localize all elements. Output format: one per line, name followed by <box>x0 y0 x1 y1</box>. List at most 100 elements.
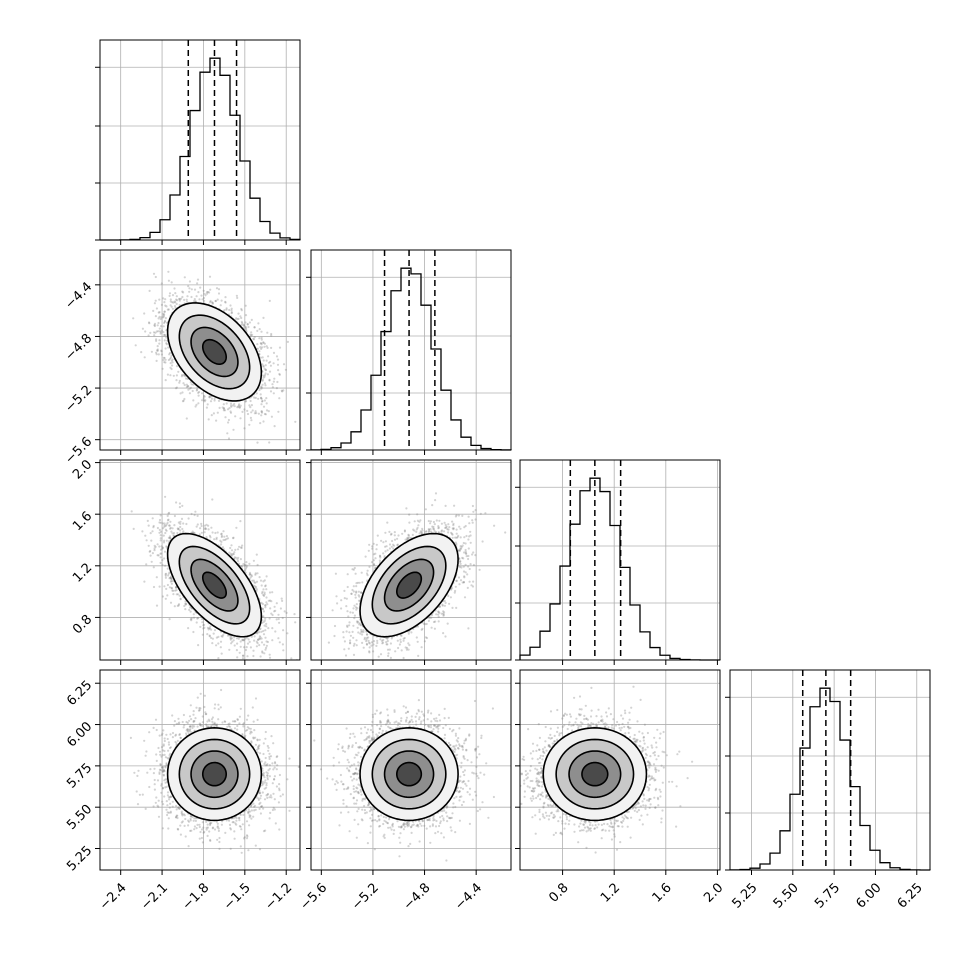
density-panel-p0-p2: 0.81.21.62.0 <box>70 457 301 665</box>
scatter-point <box>237 312 240 315</box>
scatter-point <box>171 361 174 364</box>
scatter-point <box>217 292 221 295</box>
scatter-point <box>164 361 167 364</box>
scatter-point <box>164 572 168 575</box>
scatter-point <box>185 383 188 386</box>
scatter-point <box>172 301 175 304</box>
scatter-point <box>208 395 211 398</box>
scatter-point <box>268 379 271 382</box>
scatter-point <box>231 404 235 407</box>
scatter-point <box>164 379 167 382</box>
scatter-point <box>232 428 235 431</box>
scatter-point <box>224 538 227 542</box>
scatter-point <box>244 400 247 403</box>
scatter-point <box>179 392 182 395</box>
scatter-point <box>164 304 167 307</box>
scatter-point <box>260 330 263 333</box>
scatter-point <box>195 403 198 406</box>
scatter-point <box>260 396 263 399</box>
scatter-point <box>175 386 178 389</box>
scatter-point <box>204 527 207 530</box>
scatter-point <box>175 302 178 306</box>
scatter-point <box>229 402 233 405</box>
scatter-point <box>159 317 162 321</box>
scatter-point <box>251 333 254 336</box>
scatter-point <box>258 388 261 392</box>
scatter-point <box>181 391 184 394</box>
scatter-point <box>230 552 233 556</box>
scatter-point <box>248 404 251 407</box>
scatter-point <box>187 388 190 391</box>
scatter-point <box>169 536 172 540</box>
scatter-point <box>210 397 213 400</box>
scatter-point <box>245 327 248 330</box>
scatter-point <box>211 301 214 304</box>
scatter-point <box>132 317 135 320</box>
scatter-point <box>238 403 241 406</box>
scatter-point <box>153 302 156 305</box>
scatter-point <box>227 421 230 424</box>
scatter-point <box>262 580 265 583</box>
scatter-point <box>203 399 206 402</box>
scatter-point <box>220 299 223 302</box>
y-tick-label: −4.8 <box>62 331 95 364</box>
scatter-point <box>153 324 156 328</box>
scatter-point <box>201 392 204 395</box>
scatter-point <box>218 406 221 409</box>
scatter-point <box>134 344 137 347</box>
scatter-point <box>158 327 161 330</box>
scatter-point <box>160 329 163 332</box>
scatter-point <box>154 315 157 318</box>
scatter-point <box>177 603 181 606</box>
scatter-point <box>246 642 250 645</box>
scatter-point <box>223 309 226 312</box>
scatter-point <box>202 296 206 300</box>
scatter-point <box>159 325 163 328</box>
scatter-point <box>224 416 227 419</box>
scatter-point <box>246 409 249 412</box>
scatter-point <box>253 326 256 329</box>
scatter-point <box>250 334 253 337</box>
scatter-point <box>206 290 210 294</box>
scatter-point <box>185 522 188 526</box>
scatter-point <box>233 402 236 406</box>
scatter-point <box>239 645 242 648</box>
scatter-point <box>282 649 285 652</box>
scatter-point <box>203 395 206 398</box>
scatter-point <box>144 330 147 333</box>
scatter-point <box>254 572 257 575</box>
scatter-point <box>260 338 263 341</box>
scatter-point <box>264 364 267 367</box>
scatter-point <box>158 342 161 345</box>
scatter-point <box>188 290 191 293</box>
scatter-point <box>192 399 195 402</box>
scatter-point <box>208 396 211 399</box>
scatter-point <box>217 399 221 402</box>
scatter-point <box>221 546 225 549</box>
scatter-point <box>165 343 168 346</box>
scatter-point <box>230 307 233 310</box>
scatter-point <box>265 601 268 604</box>
scatter-point <box>267 599 270 602</box>
scatter-point <box>220 652 223 655</box>
scatter-point <box>265 345 268 348</box>
scatter-point <box>177 521 180 524</box>
scatter-point <box>158 330 162 333</box>
scatter-point <box>169 366 172 369</box>
scatter-point <box>226 432 229 435</box>
scatter-point <box>264 369 267 372</box>
scatter-point <box>164 347 167 350</box>
scatter-point <box>265 359 268 362</box>
scatter-point <box>249 399 252 403</box>
scatter-point <box>220 540 223 544</box>
scatter-point <box>193 298 196 301</box>
scatter-point <box>260 347 263 350</box>
scatter-point <box>195 389 198 392</box>
scatter-point <box>203 400 206 403</box>
scatter-point <box>258 635 261 638</box>
scatter-point <box>260 336 263 339</box>
scatter-point <box>163 333 166 337</box>
scatter-point <box>263 399 266 402</box>
scatter-point <box>178 303 181 307</box>
scatter-point <box>250 635 253 638</box>
